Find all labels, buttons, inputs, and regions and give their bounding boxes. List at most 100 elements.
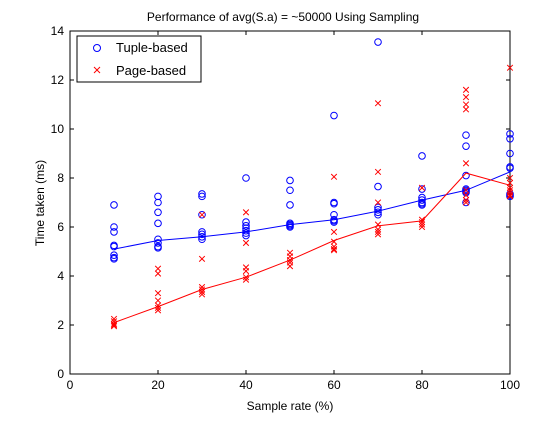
data-point-tuple-based <box>506 135 514 143</box>
data-point-tuple-based <box>462 198 470 207</box>
data-point-tuple-based <box>198 235 206 244</box>
y-tick-label: 12 <box>51 73 65 87</box>
data-point-page-based <box>286 256 294 264</box>
y-axis-label: Time taken (ms) <box>33 160 47 246</box>
data-point-page-based <box>154 289 162 297</box>
data-point-page-based <box>242 267 250 275</box>
data-point-page-based <box>330 245 338 253</box>
data-point-page-based <box>242 274 250 281</box>
data-point-tuple-based <box>110 255 118 263</box>
x-tick-label: 20 <box>151 378 165 392</box>
data-point-page-based <box>154 265 162 272</box>
data-point-tuple-based <box>286 223 294 231</box>
x-tick-label: 0 <box>67 378 74 392</box>
data-point-tuple-based <box>418 196 426 204</box>
x-axis-label: Sample rate (%) <box>247 399 334 413</box>
data-point-tuple-based <box>374 210 382 219</box>
data-point-tuple-based <box>462 188 470 197</box>
data-point-page-based <box>462 93 470 101</box>
y-tick-label: 6 <box>57 220 64 234</box>
data-point-tuple-based <box>506 149 514 158</box>
data-point-tuple-based <box>374 182 382 191</box>
data-point-tuple-based <box>154 219 162 228</box>
data-point-tuple-based <box>418 152 426 160</box>
data-point-tuple-based <box>110 242 118 251</box>
legend-label-page-based: Page-based <box>116 63 186 78</box>
chart-title: Performance of avg(S.a) = ~50000 Using S… <box>147 10 419 24</box>
data-point-page-based <box>418 184 426 191</box>
data-point-page-based <box>110 321 118 329</box>
data-point-tuple-based <box>330 111 338 120</box>
data-point-tuple-based <box>242 231 250 240</box>
plot-frame <box>69 30 511 375</box>
data-point-page-based <box>418 223 426 231</box>
data-point-page-based <box>242 276 250 283</box>
data-point-tuple-based <box>286 176 294 185</box>
data-point-page-based <box>110 320 118 327</box>
data-point-tuple-based <box>198 210 206 219</box>
data-point-tuple-based <box>154 235 162 244</box>
data-point-page-based <box>462 187 470 194</box>
data-point-page-based <box>418 218 426 226</box>
data-point-tuple-based <box>154 244 162 252</box>
data-point-tuple-based <box>154 198 162 207</box>
data-point-page-based <box>198 288 206 296</box>
data-point-tuple-based <box>374 208 382 217</box>
data-point-tuple-based <box>242 224 250 233</box>
data-point-page-based <box>374 168 382 176</box>
data-point-page-based <box>154 304 162 312</box>
data-point-page-based <box>374 231 382 238</box>
data-point-tuple-based <box>286 201 294 209</box>
y-tick-label: 14 <box>51 24 65 38</box>
series-line-page-based <box>113 172 511 324</box>
data-point-page-based <box>330 173 338 180</box>
data-point-tuple-based <box>374 38 382 46</box>
data-point-page-based <box>374 199 382 206</box>
data-point-tuple-based <box>286 186 294 195</box>
x-tick-label: 60 <box>327 378 341 392</box>
data-point-tuple-based <box>198 230 206 239</box>
data-point-page-based <box>462 106 470 113</box>
data-point-page-based <box>506 193 514 200</box>
y-tick-label: 4 <box>57 269 64 283</box>
data-point-page-based <box>242 209 250 216</box>
legend-label-tuple-based: Tuple-based <box>116 40 188 55</box>
data-point-page-based <box>506 174 514 182</box>
data-point-page-based <box>418 216 426 223</box>
data-point-page-based <box>374 221 382 228</box>
data-point-tuple-based <box>110 228 118 236</box>
data-point-tuple-based <box>462 142 470 150</box>
x-tick-label: 40 <box>239 378 253 392</box>
data-point-page-based <box>198 283 206 291</box>
legend-marker-tuple-based <box>93 44 101 52</box>
plot-area: 0 20 40 60 80 100 0 2 4 6 8 10 12 14 <box>51 24 521 392</box>
data-point-tuple-based <box>110 201 118 209</box>
data-point-page-based <box>330 228 338 236</box>
data-point-tuple-based <box>198 190 206 198</box>
data-point-page-based <box>110 315 118 323</box>
data-point-page-based <box>462 160 470 167</box>
data-point-tuple-based <box>462 131 470 139</box>
data-point-page-based <box>462 101 470 108</box>
data-point-page-based <box>462 86 470 93</box>
data-point-tuple-based <box>242 229 250 237</box>
data-point-page-based <box>506 179 514 187</box>
data-point-tuple-based <box>506 164 514 172</box>
data-point-tuple-based <box>242 226 250 235</box>
data-point-page-based <box>506 187 514 194</box>
data-point-tuple-based <box>242 221 250 230</box>
data-point-tuple-based <box>198 233 206 241</box>
data-point-page-based <box>110 323 118 330</box>
data-point-page-based <box>330 247 338 254</box>
data-point-page-based <box>462 196 470 204</box>
data-point-page-based <box>374 228 382 236</box>
data-point-tuple-based <box>462 171 470 180</box>
data-point-page-based <box>506 184 514 191</box>
data-point-page-based <box>506 64 514 71</box>
data-point-tuple-based <box>242 174 250 182</box>
data-point-page-based <box>154 302 162 309</box>
data-point-tuple-based <box>110 223 118 231</box>
data-point-tuple-based <box>198 228 206 236</box>
data-point-tuple-based <box>374 206 382 214</box>
